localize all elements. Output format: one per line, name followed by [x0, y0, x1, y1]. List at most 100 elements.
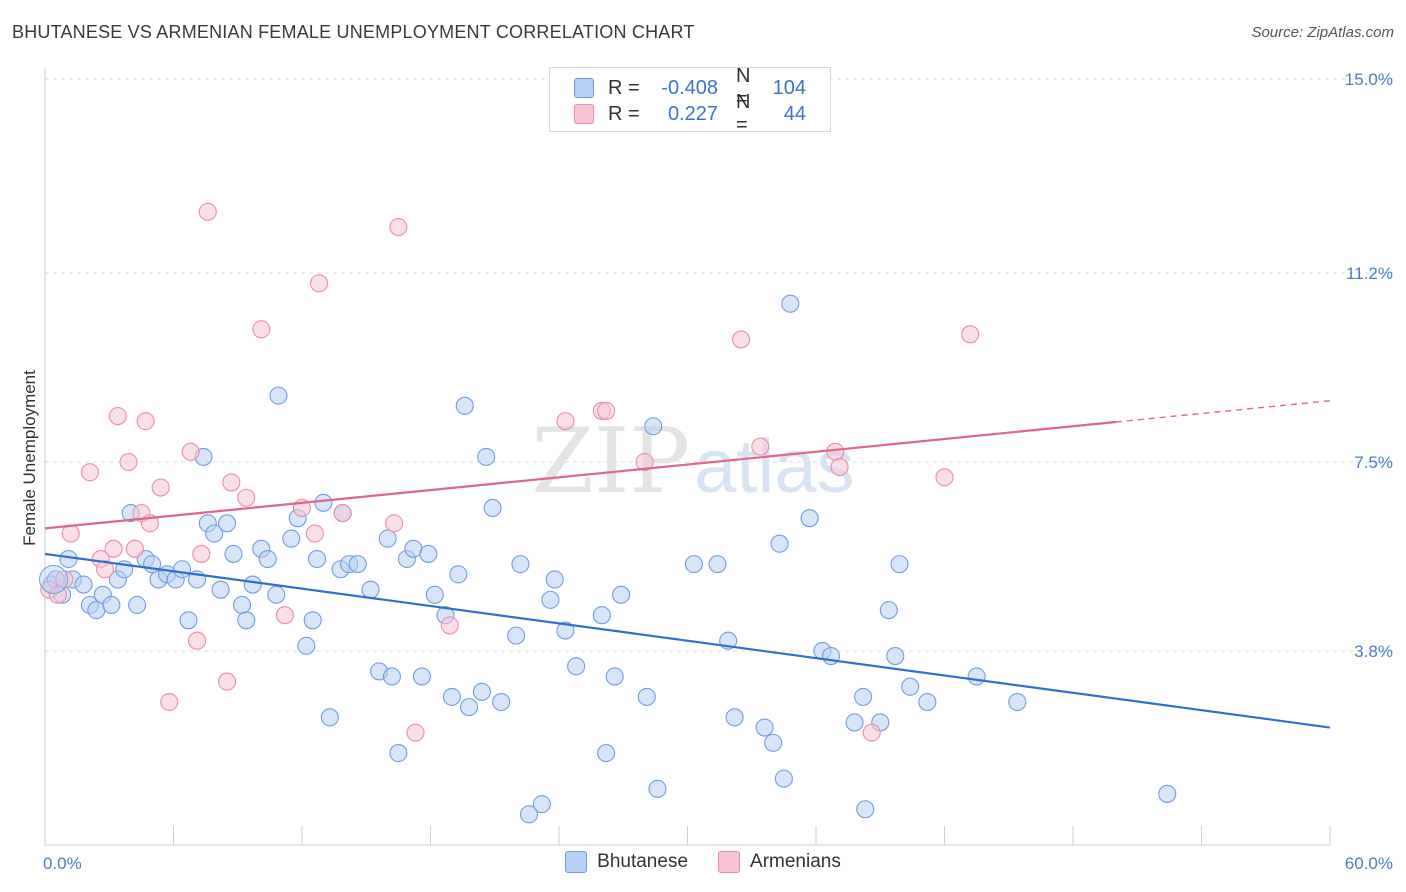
bhutanese-point	[648, 779, 667, 798]
bhutanese-point	[232, 595, 252, 615]
armenians-point	[751, 437, 770, 456]
armenians-point	[275, 606, 294, 625]
bhutanese-point	[592, 606, 611, 625]
bhutanese-point	[800, 509, 819, 528]
bhutanese-point	[890, 555, 909, 574]
bhutanese-point	[567, 657, 586, 676]
bhutanese-point	[708, 555, 727, 574]
trend-layer	[44, 400, 1331, 729]
bhutanese-trendline	[44, 552, 1331, 729]
bhutanese-point	[856, 800, 875, 819]
armenians-point	[635, 452, 654, 472]
bhutanese-point	[879, 601, 898, 620]
bhutanese-point	[637, 687, 656, 706]
armenians-point	[862, 723, 881, 742]
legend-item-bhutanese: Bhutanese	[565, 851, 688, 873]
bhutanese-point	[483, 498, 502, 518]
legend-label: Armenians	[750, 851, 841, 872]
stats-legend: R = -0.408 N = 104 R = 0.227 N = 44	[549, 65, 831, 136]
bhutanese-legend-swatch	[565, 851, 588, 873]
bhutanese-point	[455, 396, 474, 415]
bhutanese-point	[282, 529, 301, 548]
bhutanese-point	[477, 447, 496, 466]
bhutanese-point	[1008, 692, 1027, 712]
bhutanese-point	[243, 575, 262, 594]
bhutanese-point	[459, 698, 479, 717]
bhutanese-point	[173, 560, 192, 579]
r-value: 0.227	[667, 102, 718, 125]
armenians-legend-swatch	[718, 851, 741, 873]
bhutanese-point	[307, 549, 327, 569]
armenians-point	[222, 473, 241, 492]
bhutanese-swatch	[574, 78, 594, 98]
bhutanese-point	[854, 687, 873, 706]
armenians-point	[192, 544, 211, 563]
bhutanese-point	[644, 417, 663, 436]
bhutanese-point	[128, 595, 147, 615]
armenians-point	[310, 274, 329, 293]
armenians-point	[961, 325, 980, 344]
bhutanese-point	[774, 769, 793, 788]
legend-label: Bhutanese	[597, 851, 689, 872]
armenians-point	[160, 692, 179, 712]
chart-title: BHUTANESE VS ARMENIAN FEMALE UNEMPLOYMEN…	[12, 22, 695, 42]
bhutanese-point	[597, 744, 616, 763]
bhutanese-point	[39, 564, 69, 594]
bhutanese-point	[886, 647, 905, 666]
armenians-point	[252, 320, 271, 339]
armenians-point	[95, 560, 115, 579]
bhutanese-point	[472, 682, 491, 701]
bhutanese-point	[179, 611, 198, 630]
bhutanese-point	[781, 294, 800, 313]
armenians-point	[198, 202, 217, 221]
armenians-point	[830, 458, 849, 477]
r-label: R =	[608, 102, 640, 125]
bhutanese-point	[492, 692, 511, 712]
bhutanese-point	[59, 549, 78, 569]
legend-item-armenians: Armenians	[718, 851, 841, 873]
armenians-point	[125, 539, 144, 558]
source-note: Source: ZipAtlas.com	[1251, 24, 1394, 41]
bhutanese-point	[224, 544, 243, 563]
armenians-point	[188, 631, 207, 650]
bhutanese-point	[361, 580, 380, 599]
r-value: -0.408	[661, 76, 718, 99]
points-layer	[39, 202, 1177, 824]
bhutanese-point	[967, 667, 986, 686]
bhutanese-point	[205, 524, 224, 543]
bhutanese-point	[612, 585, 631, 604]
bhutanese-point	[102, 595, 121, 615]
bhutanese-point	[511, 555, 530, 574]
bhutanese-point	[258, 549, 277, 569]
stats-row-armenians: R = 0.227 N = 44	[574, 91, 806, 136]
armenians-trendline-extension	[1115, 400, 1331, 423]
bhutanese-point	[419, 544, 438, 563]
armenians-point	[826, 442, 845, 461]
armenians-point	[119, 452, 138, 472]
bhutanese-point	[684, 555, 703, 574]
watermark-atlas: atlas	[694, 424, 855, 509]
bhutanese-point	[541, 590, 560, 609]
armenians-point	[61, 524, 80, 543]
bhutanese-point	[269, 386, 288, 405]
armenians-point	[406, 723, 425, 742]
armenians-point	[80, 463, 100, 482]
bhutanese-point	[556, 621, 575, 640]
bhutanese-point	[412, 667, 431, 686]
bhutanese-point	[74, 575, 93, 594]
bhutanese-point	[320, 708, 339, 727]
r-label: R =	[608, 76, 640, 99]
armenians-swatch	[574, 104, 594, 124]
bhutanese-point	[303, 611, 322, 630]
armenians-point	[389, 218, 408, 237]
bhutanese-point	[348, 555, 367, 574]
axis-layer: 3.8% 7.5% 11.2% 15.0% 0.0% 60.0%	[43, 68, 1393, 873]
n-value: 104	[772, 76, 806, 99]
armenians-point	[935, 468, 954, 487]
bhutanese-point	[449, 565, 468, 584]
bhutanese-point	[755, 718, 774, 737]
y-tick-label: 3.8%	[1354, 642, 1393, 661]
watermark-zip: ZIP	[531, 409, 690, 514]
bhutanese-point	[211, 580, 230, 599]
